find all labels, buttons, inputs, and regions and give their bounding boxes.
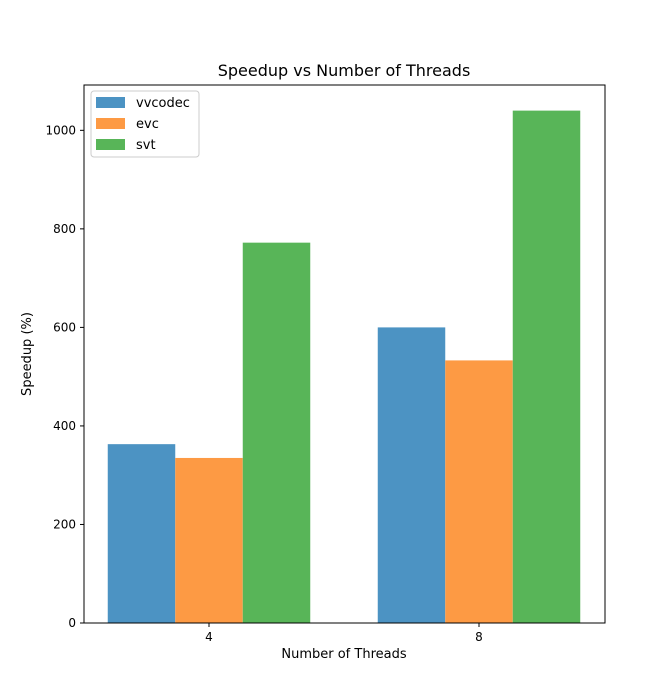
legend-label-evc: evc — [136, 117, 159, 132]
legend-label-svt: svt — [136, 138, 156, 153]
y-tick-label: 400 — [53, 419, 76, 433]
legend-swatch-evc — [96, 118, 125, 129]
bar-evc-4 — [175, 457, 243, 623]
legend-swatch-vvcodec — [96, 97, 125, 108]
x-axis-label: Number of Threads — [281, 647, 406, 662]
y-tick-label: 0 — [68, 616, 76, 630]
y-tick-label: 600 — [53, 320, 76, 334]
bar-svt-8 — [512, 110, 581, 624]
legend: vvcodec evc svt — [90, 90, 200, 158]
plot-frame — [83, 84, 606, 624]
bar-vvcodec-4 — [107, 444, 176, 623]
x-tick-label: 8 — [475, 630, 483, 644]
legend-swatch-svt — [96, 139, 125, 150]
bar-svt-4 — [242, 242, 311, 623]
legend-label-vvcodec: vvcodec — [136, 96, 190, 111]
bar-evc-8 — [445, 360, 513, 623]
y-tick-label: 1000 — [45, 123, 76, 137]
y-tick-label: 200 — [53, 517, 76, 531]
chart-title: Speedup vs Number of Threads — [218, 61, 471, 80]
y-axis-label: Speedup (%) — [20, 312, 35, 396]
bar-vvcodec-8 — [377, 327, 446, 623]
plot-area — [107, 110, 581, 624]
y-axis: 0 200 400 600 800 1000 — [45, 123, 84, 630]
x-tick-label: 4 — [205, 630, 213, 644]
y-tick-label: 800 — [53, 222, 76, 236]
